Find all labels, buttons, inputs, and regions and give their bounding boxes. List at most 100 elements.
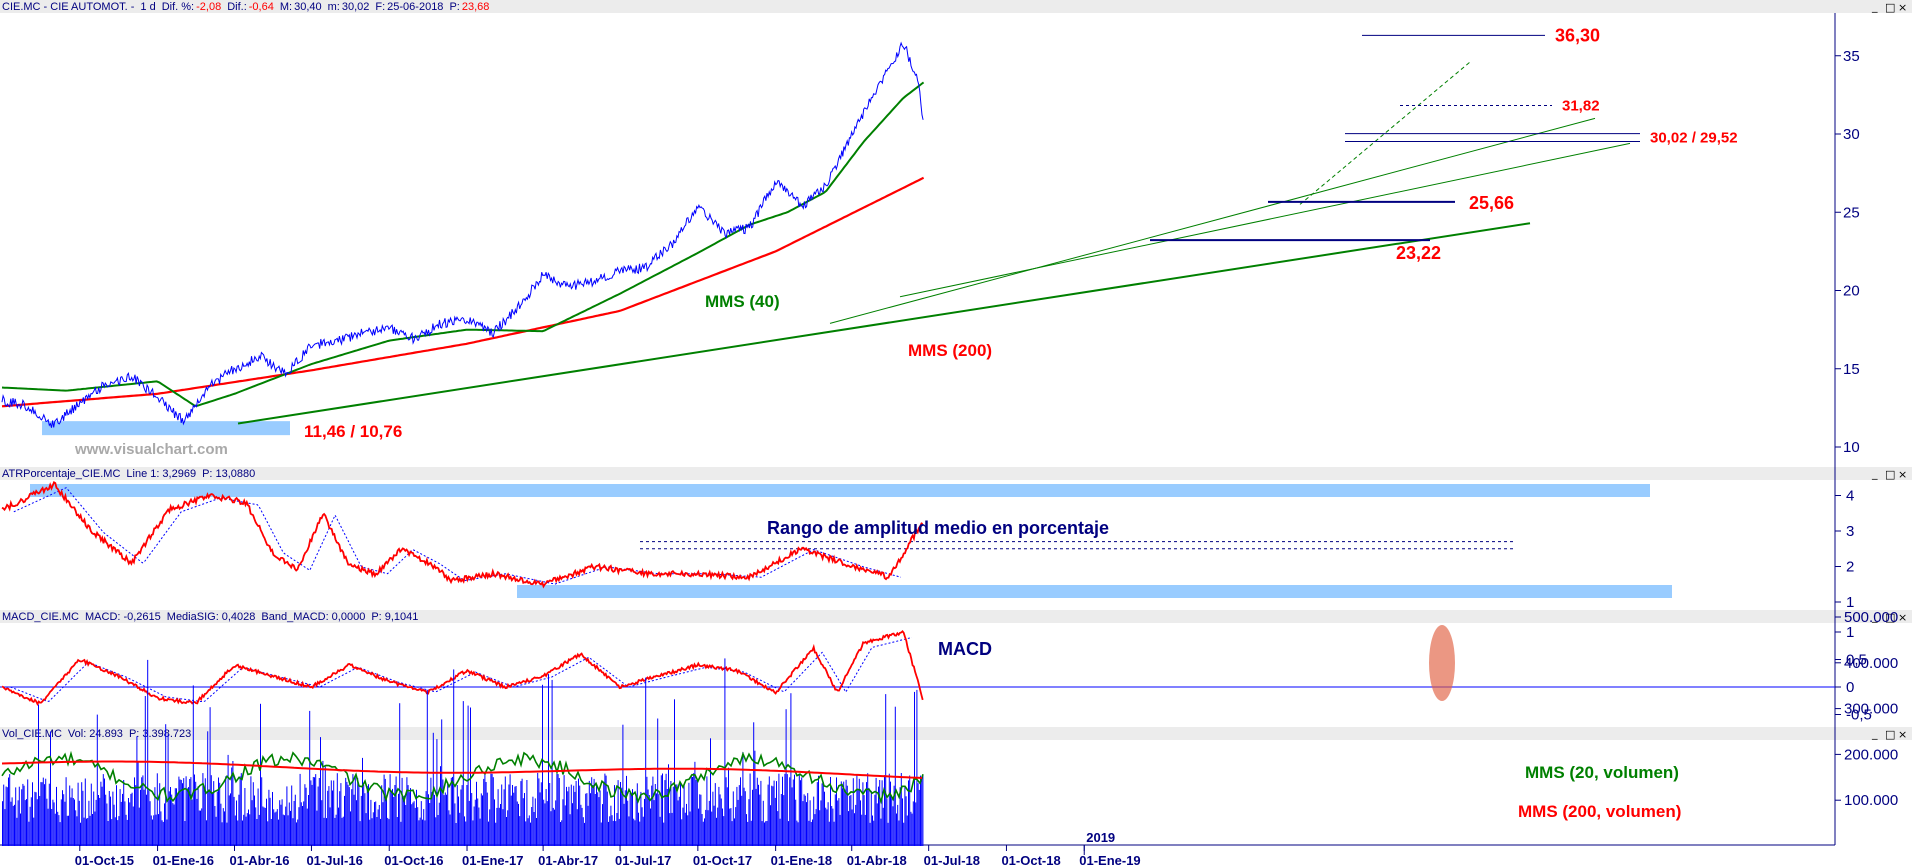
- volume-bar: [114, 817, 116, 846]
- volume-bar: [665, 773, 667, 846]
- volume-bar: [668, 764, 669, 846]
- volume-bar: [194, 774, 195, 846]
- volume-bar: [864, 814, 866, 846]
- maximize-icon[interactable]: □: [1885, 1, 1895, 14]
- volume-bar: [124, 801, 126, 846]
- macd-maximize-icon[interactable]: □: [1885, 611, 1895, 624]
- close-icon[interactable]: ×: [1898, 1, 1907, 14]
- volume-bar: [467, 705, 469, 846]
- volume-bar: [341, 817, 343, 846]
- vol-close-icon[interactable]: ×: [1898, 728, 1907, 741]
- volume-bar: [376, 817, 378, 846]
- volume-bar: [526, 780, 528, 846]
- x-tick-label: 01-Jul-16: [306, 853, 362, 867]
- volume-bar: [450, 777, 452, 846]
- volume-bar: [918, 789, 920, 846]
- volume-bar: [90, 783, 92, 846]
- volume-bar: [868, 787, 870, 846]
- volume-bar: [473, 806, 475, 846]
- volume-bar: [411, 804, 413, 846]
- volume-bar: [542, 684, 543, 846]
- minimize-icon[interactable]: _: [1871, 0, 1878, 13]
- volume-bar: [783, 795, 785, 846]
- volume-bar: [300, 802, 302, 846]
- vol-maximize-icon[interactable]: □: [1885, 728, 1895, 741]
- volume-bar: [213, 781, 215, 846]
- volume-bar: [461, 785, 463, 846]
- volume-bar: [872, 815, 873, 846]
- volume-bar: [704, 818, 705, 846]
- volume-bar: [15, 787, 17, 846]
- volume-bar: [32, 782, 33, 846]
- volume-bar: [318, 778, 320, 846]
- volume-bar: [258, 814, 260, 846]
- atr-maximize-icon[interactable]: □: [1885, 468, 1895, 481]
- volume-bar: [716, 817, 717, 846]
- volume-bar: [696, 779, 698, 846]
- volume-bar: [75, 810, 77, 846]
- volume-bar: [72, 798, 74, 846]
- volume-bar: [722, 808, 723, 846]
- volume-bar: [474, 799, 476, 846]
- volume-bar: [428, 794, 429, 846]
- volume-bar: [210, 775, 212, 846]
- volume-bar: [238, 794, 240, 846]
- volume-bar: [375, 801, 377, 846]
- volume-bar: [620, 782, 621, 846]
- volume-bar: [755, 788, 757, 846]
- volume-bar: [360, 795, 362, 846]
- volume-bar: [132, 806, 134, 846]
- volume-bar: [615, 821, 617, 846]
- volume-bar: [720, 798, 722, 846]
- volume-bar: [580, 804, 582, 846]
- volume-bar: [245, 816, 247, 846]
- volume-bar: [33, 817, 35, 846]
- volume-bar: [876, 803, 878, 846]
- macd-close-icon[interactable]: ×: [1898, 611, 1907, 624]
- volume-bar: [660, 775, 662, 846]
- vol-ma200-line: [1, 760, 923, 779]
- volume-bar: [281, 799, 283, 846]
- volume-bar: [22, 783, 24, 846]
- header-window-controls[interactable]: _ □ ×: [1871, 0, 1907, 14]
- volume-bar: [278, 819, 279, 846]
- volume-bar: [100, 781, 102, 846]
- volume-bar: [530, 822, 531, 846]
- volume-bar: [359, 821, 361, 846]
- volume-bar: [130, 793, 132, 846]
- volume-bar: [273, 809, 275, 846]
- volume-bar: [267, 821, 269, 846]
- macd-minimize-icon[interactable]: _: [1871, 610, 1878, 623]
- vol-minimize-icon[interactable]: _: [1871, 727, 1878, 740]
- atr-close-icon[interactable]: ×: [1898, 468, 1907, 481]
- volume-bar: [89, 815, 91, 846]
- volume-bar: [582, 817, 584, 846]
- volume-bar: [417, 807, 419, 846]
- volume-bar: [550, 811, 552, 846]
- volume-bar: [191, 799, 193, 846]
- volume-bar: [215, 816, 217, 846]
- volume-bar: [538, 778, 540, 846]
- x-tick-label: 01-Jul-17: [615, 853, 671, 867]
- volume-bar: [390, 790, 392, 846]
- atr-minimize-icon[interactable]: _: [1871, 467, 1878, 480]
- volume-bar: [785, 709, 787, 846]
- volume-bar: [683, 783, 685, 846]
- volume-bar: [126, 819, 128, 846]
- volume-bar: [801, 777, 803, 846]
- volume-bar: [654, 784, 656, 846]
- volume-bar: [551, 679, 553, 846]
- trendline-dashed: [1299, 61, 1471, 205]
- volume-bar: [600, 822, 602, 846]
- volume-bar: [774, 797, 776, 846]
- volume-bar: [154, 787, 156, 846]
- volume-bar: [149, 801, 151, 846]
- volume-bar: [605, 775, 607, 846]
- volume-bar: [689, 811, 691, 846]
- volume-bar: [264, 807, 266, 846]
- volume-bar: [491, 773, 493, 846]
- volume-bar: [920, 775, 921, 846]
- volume-bar: [17, 800, 19, 846]
- volume-bar: [206, 820, 207, 846]
